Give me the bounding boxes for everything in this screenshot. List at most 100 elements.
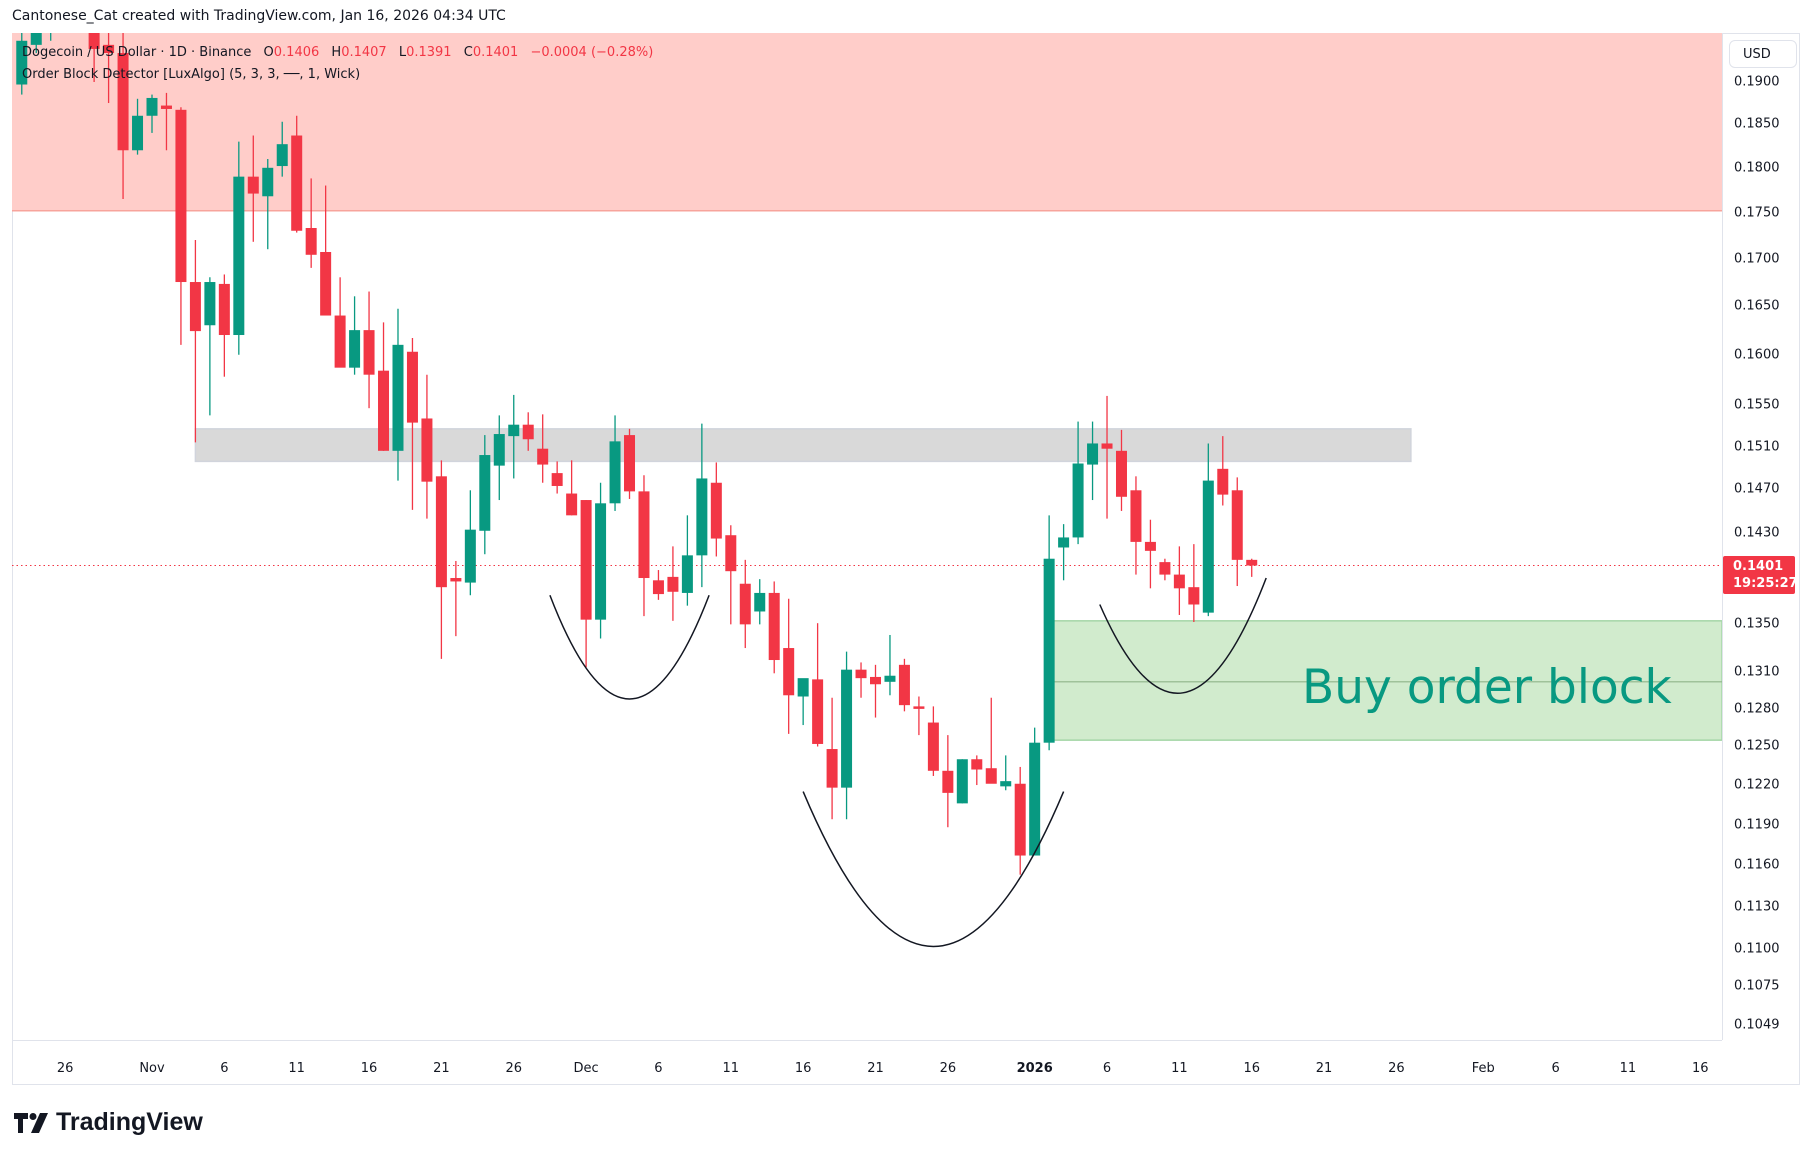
candle-bearish — [363, 330, 375, 375]
time-tick-label: Feb — [1471, 1061, 1495, 1076]
open-value: 0.1406 — [273, 45, 320, 60]
candle-bullish — [1202, 480, 1214, 613]
candle-bearish — [218, 283, 230, 336]
candle-bearish — [1130, 490, 1142, 542]
time-tick-label: Dec — [573, 1061, 599, 1076]
price-tick-label: 0.1750 — [1734, 205, 1780, 220]
price-tick-label: 0.1310 — [1734, 664, 1780, 680]
candle-bearish — [320, 251, 332, 316]
time-tick-label: 16 — [1243, 1061, 1260, 1076]
candle-bearish — [624, 435, 636, 492]
chart-plot-area[interactable] — [12, 33, 1722, 1040]
candle-bearish — [927, 722, 939, 771]
time-axis[interactable]: 26 Nov 6 11 16 21 26 Dec 6 11 16 21 26 2026 6 11 16 21 26 F… — [12, 1040, 1722, 1086]
tradingview-logo[interactable]: TradingView — [14, 1108, 203, 1137]
time-tick-label: 21 — [867, 1061, 884, 1076]
candle-bearish — [855, 669, 867, 679]
indicator-legend-row[interactable]: Order Block Detector [LuxAlgo] (5, 3, 3,… — [22, 67, 361, 82]
candle-bearish — [870, 676, 881, 685]
chart-credit: Cantonese_Cat created with TradingView.c… — [12, 8, 506, 24]
candle-bearish — [103, 44, 115, 54]
candle-bearish — [88, 33, 100, 49]
candle-bullish — [1058, 537, 1070, 548]
candle-bearish — [667, 576, 679, 592]
symbol-title[interactable]: Dogecoin / US Dollar · 1D · Binance — [22, 45, 252, 60]
price-tick-label: 0.1049 — [1734, 1017, 1780, 1033]
candle-bullish — [1072, 463, 1084, 538]
candle-bullish — [1043, 558, 1055, 743]
candle-bearish — [1101, 443, 1113, 449]
candle-bearish — [1159, 562, 1171, 575]
candle-bearish — [1173, 574, 1185, 589]
candle-bearish — [1217, 468, 1229, 495]
high-value: 0.1407 — [341, 45, 387, 60]
low-value: 0.1391 — [406, 45, 452, 60]
high-label: H — [331, 45, 342, 60]
price-tick-label: 0.1130 — [1734, 899, 1780, 915]
candle-bearish — [305, 228, 317, 255]
candle-bullish — [797, 678, 809, 697]
symbol-legend-row[interactable]: Dogecoin / US Dollar · 1D · Binance O0.1… — [22, 42, 653, 64]
time-tick-label: 11 — [288, 1061, 305, 1076]
candle-bearish — [117, 53, 129, 151]
candle-bullish — [146, 97, 158, 116]
candle-bullish — [1000, 781, 1012, 787]
candlestick-chart[interactable] — [12, 33, 1722, 1040]
candle-bullish — [696, 478, 708, 556]
low-label: L — [398, 45, 407, 60]
candle-bullish — [392, 344, 404, 451]
candle-bearish — [580, 500, 592, 620]
candle-bullish — [16, 40, 28, 85]
candle-bullish — [262, 167, 274, 197]
time-tick-label: 11 — [722, 1061, 740, 1076]
price-tick-label: 0.1510 — [1734, 439, 1780, 455]
time-tick-label: 6 — [1551, 1061, 1560, 1076]
candle-bearish — [826, 749, 838, 788]
price-tick-label: 0.1800 — [1734, 160, 1780, 176]
price-tick-label: 0.1430 — [1734, 525, 1780, 541]
candle-bullish — [349, 330, 361, 368]
candle-bearish — [1231, 490, 1243, 560]
time-tick-label: 21 — [433, 1061, 450, 1076]
candle-bearish — [638, 491, 650, 579]
time-tick-label: 26 — [939, 1061, 957, 1076]
last-price-value: 0.1401 — [1733, 559, 1784, 574]
candle-bullish — [204, 282, 216, 326]
candle-bearish — [566, 493, 578, 516]
time-tick-label: 21 — [1315, 1061, 1333, 1076]
tradingview-logo-text: TradingView — [56, 1108, 203, 1136]
buy-order-block-annotation[interactable]: Buy order block — [1302, 660, 1672, 715]
candle-bullish — [479, 455, 491, 531]
close-value: 0.1401 — [472, 45, 519, 60]
candle-bullish — [464, 529, 476, 583]
bar-countdown: 19:25:27 — [1733, 576, 1798, 591]
candle-bearish — [942, 770, 954, 793]
curve-drawing — [802, 791, 1065, 948]
candle-bearish — [985, 768, 997, 784]
price-tick-label: 0.1100 — [1734, 941, 1780, 957]
time-tick-label: Nov — [139, 1061, 165, 1076]
price-tick-label: 0.1220 — [1734, 777, 1780, 793]
candle-bullish — [841, 669, 853, 788]
candle-bearish — [725, 535, 737, 572]
chart-legend: Dogecoin / US Dollar · 1D · Binance O0.1… — [22, 42, 653, 86]
candle-bearish — [812, 679, 824, 744]
price-tick-label: 0.1600 — [1734, 347, 1780, 363]
candle-bearish — [652, 580, 664, 595]
currency-button[interactable]: USD — [1729, 40, 1797, 68]
candle-bearish — [768, 592, 780, 661]
candle-bullish — [132, 115, 144, 151]
time-tick-label: 16 — [794, 1061, 812, 1076]
candle-bearish — [247, 176, 259, 194]
candle-bearish — [189, 282, 201, 332]
candle-bearish — [898, 664, 910, 706]
price-tick-label: 0.1190 — [1734, 817, 1780, 833]
price-tick-label: 0.1160 — [1734, 857, 1780, 873]
last-price-marker: 0.1401 19:25:27 — [1723, 556, 1798, 594]
candle-bullish — [609, 441, 621, 504]
price-axis[interactable]: 0.1900 0.1850 0.1800 0.1750 0.1700 0.1650 0.16… — [1722, 33, 1801, 1040]
price-tick-label: 0.1470 — [1734, 481, 1780, 497]
curve-drawing — [549, 594, 710, 700]
time-tick-label: 26 — [56, 1061, 74, 1076]
resistance-zone-border — [194, 428, 1412, 463]
